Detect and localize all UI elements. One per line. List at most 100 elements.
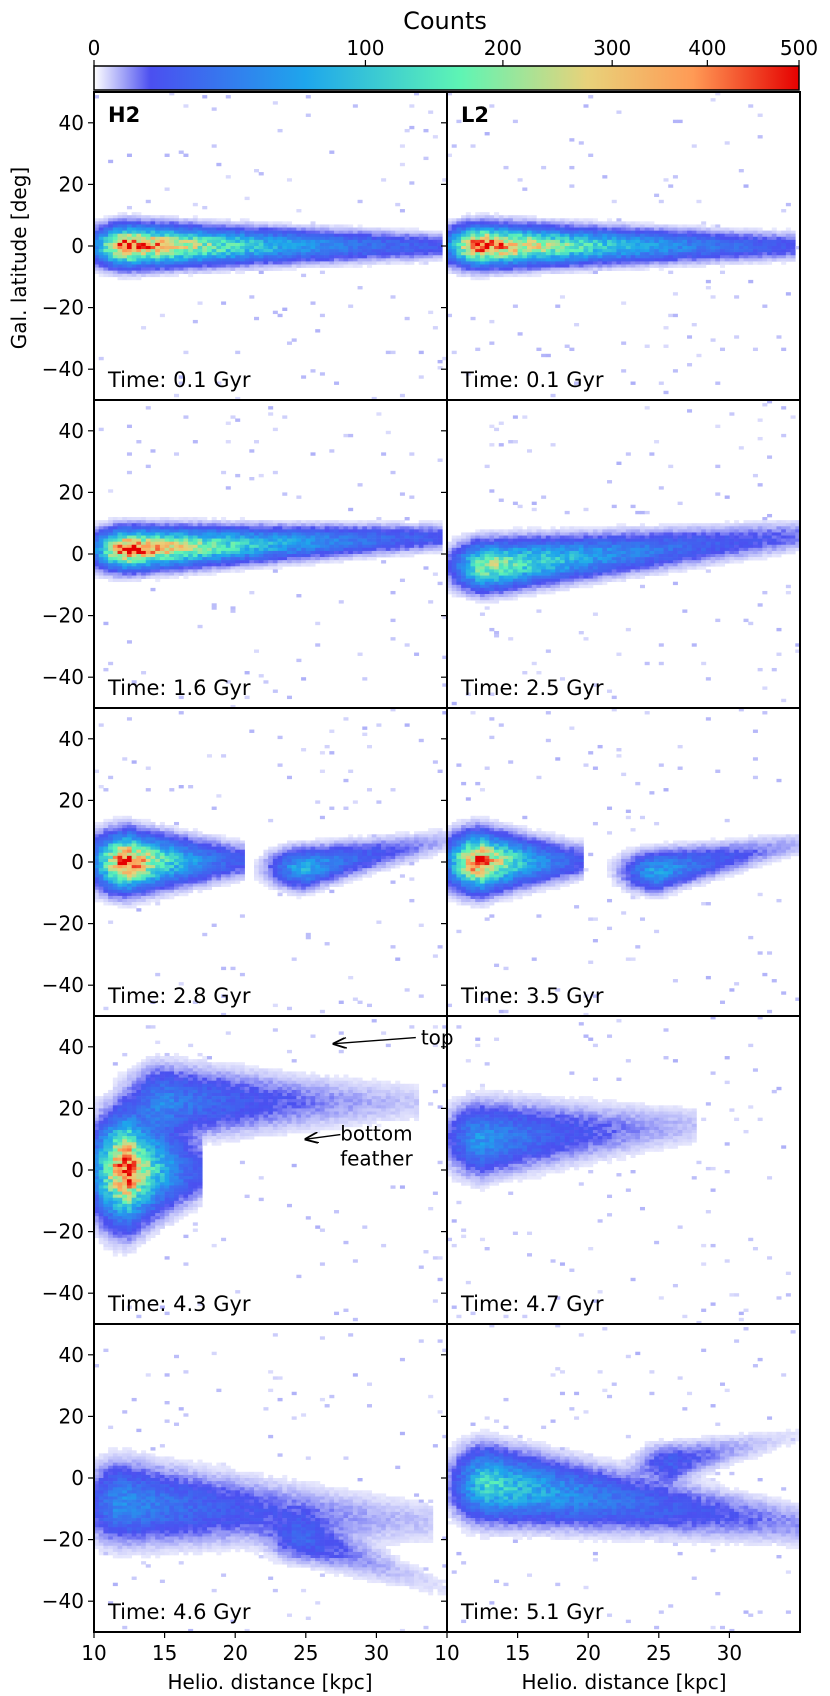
heatmap-cell [696,538,702,542]
heatmap-cell [569,578,575,583]
heatmap-cell [305,224,311,228]
heatmap-cell [644,550,650,555]
heatmap-cell [456,221,462,225]
heatmap-cell [687,526,693,530]
heatmap-cell [536,258,542,262]
heatmap-cell [188,529,194,533]
heatmap-cell [654,246,660,250]
heatmap-cell [479,550,485,555]
heatmap-cell [305,520,311,524]
heatmap-cell [197,523,203,527]
heatmap-cell [249,532,255,536]
heatmap-cell [192,538,198,542]
heatmap-cell [202,246,208,250]
heatmap-cell [541,578,547,583]
heatmap-cell [244,227,250,231]
heatmap-cell [376,249,382,253]
heatmap-cell [508,554,514,558]
heatmap-cell [785,242,791,247]
heatmap-cell [663,264,669,268]
heatmap-cell [588,252,594,256]
heatmap-cell [319,255,325,259]
heatmap-cell [188,526,194,530]
heatmap-cell [155,547,161,552]
heatmap-cell [724,261,730,265]
heatmap-cell [564,230,570,234]
heatmap-cell [197,544,203,549]
heatmap-cell [776,258,782,262]
heatmap-cell [244,233,250,238]
heatmap-cell [654,258,660,262]
heatmap-cell [517,547,523,552]
heatmap-cell [578,535,584,539]
heatmap-cell [508,267,514,271]
heatmap-cell [414,252,420,256]
heatmap-cell [564,510,570,515]
heatmap-cell [141,242,147,247]
heatmap-cell [211,107,217,111]
panel-column-label: L2 [461,103,489,127]
heatmap-cell [145,554,151,558]
heatmap-cell [319,239,325,244]
heatmap-cell [338,557,344,561]
heatmap-cell [461,587,467,592]
heatmap-cell [258,246,264,250]
heatmap-cell [366,242,372,247]
panel-l2-row1: Time: 2.5 Gyr [446,399,801,709]
heatmap-cell [555,258,561,262]
heatmap-cell [197,218,203,222]
heatmap-cell [654,249,660,253]
heatmap-cell [456,270,462,275]
heatmap-cell [334,258,340,262]
heatmap-cell [338,529,344,533]
heatmap-cell [310,547,316,552]
heatmap-cell [545,246,551,250]
heatmap-cell [621,341,627,345]
heatmap-cell [602,236,608,241]
heatmap-cell [376,541,382,546]
heatmap-cell [404,535,410,539]
heatmap-cell [239,544,245,549]
heatmap-cell [517,218,523,222]
heatmap-cell [569,563,575,567]
heatmap-cell [338,532,344,536]
heatmap-cell [527,590,533,595]
heatmap-cell [494,242,500,247]
heatmap-cell [230,704,236,709]
heatmap-cell [527,569,533,573]
heatmap-cell [672,258,678,262]
heatmap-cell [169,554,175,558]
heatmap-cell [112,221,118,225]
heatmap-cell [592,572,598,576]
heatmap-cell [131,517,137,521]
heatmap-cell [550,221,556,225]
heatmap-cell [644,344,650,348]
heatmap-cell [324,523,330,527]
heatmap-cell [757,242,763,247]
heatmap-cell [607,563,613,567]
heatmap-cell [489,581,495,586]
heatmap-cell [569,554,575,558]
heatmap-cell [498,261,504,265]
heatmap-cell [781,242,787,247]
heatmap-cell [239,255,245,259]
heatmap-cell [126,547,132,552]
heatmap-cell [409,538,415,542]
heatmap-cell [639,547,645,552]
heatmap-cell [437,532,443,536]
heatmap-cell [235,239,241,244]
heatmap-cell [611,249,617,253]
heatmap-cell [268,221,274,225]
heatmap-cell [169,227,175,231]
heatmap-cell [258,227,264,231]
heatmap-cell [98,523,104,527]
heatmap-cell [126,529,132,533]
heatmap-cell [644,406,650,410]
heatmap-cell [687,554,693,558]
heatmap-cell [512,246,518,250]
heatmap-cell [428,532,434,536]
heatmap-cell [456,544,462,549]
heatmap-cell [174,246,180,250]
heatmap-cell [291,560,297,564]
heatmap-cell [301,541,307,546]
